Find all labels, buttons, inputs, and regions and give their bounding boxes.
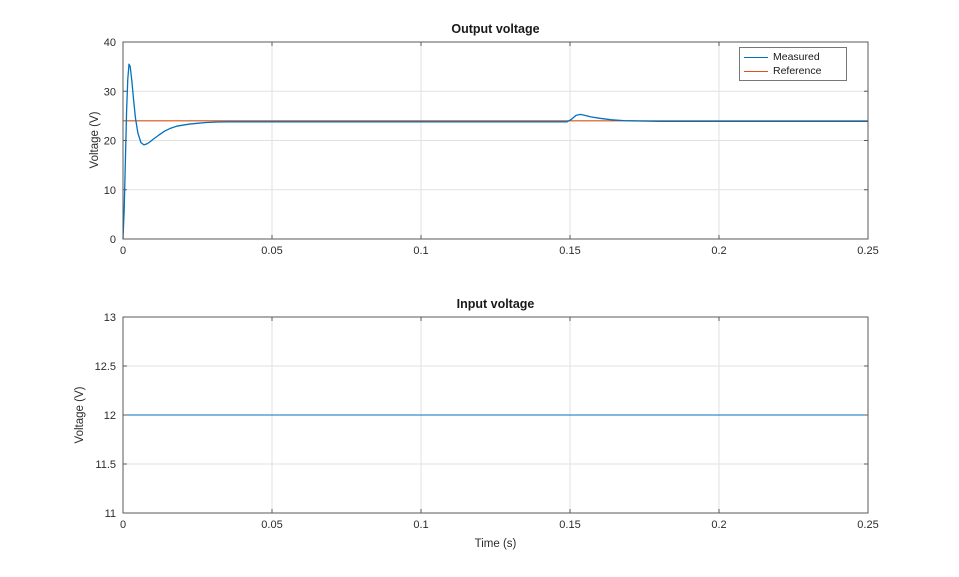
input-voltage-ylabel: Voltage (V) (74, 386, 86, 444)
y-tick-label: 40 (104, 37, 116, 49)
y-tick-label: 30 (104, 86, 116, 98)
y-tick-label: 13 (104, 312, 116, 324)
y-tick-label: 12.5 (95, 361, 116, 373)
x-tick-label: 0.25 (857, 245, 878, 257)
output-voltage-title: Output voltage (451, 22, 540, 36)
x-tick-label: 0.25 (857, 519, 878, 531)
legend-entry-reference: Reference (740, 64, 846, 78)
legend: Measured Reference (739, 47, 847, 81)
x-tick-label: 0.05 (261, 519, 282, 531)
y-tick-label: 11.5 (95, 459, 116, 471)
time-xlabel: Time (s) (474, 538, 517, 550)
x-tick-label: 0.2 (711, 245, 726, 257)
x-tick-label: 0 (120, 245, 126, 257)
x-tick-label: 0 (120, 519, 126, 531)
x-tick-label: 0.15 (559, 519, 580, 531)
output-voltage-ylabel: Voltage (V) (89, 111, 101, 169)
x-tick-label: 0.2 (711, 519, 726, 531)
y-tick-label: 0 (110, 234, 116, 246)
y-tick-label: 10 (104, 185, 116, 197)
legend-label-reference: Reference (773, 65, 822, 77)
x-tick-label: 0.15 (559, 245, 580, 257)
x-tick-label: 0.1 (413, 245, 428, 257)
y-tick-label: 11 (105, 508, 116, 520)
y-tick-label: 20 (104, 136, 116, 148)
measured-line-swatch (744, 56, 768, 58)
x-tick-label: 0.1 (413, 519, 428, 531)
input-voltage-title: Input voltage (456, 297, 535, 311)
reference-line-swatch (744, 70, 768, 72)
chart-input-voltage: 0 0.05 0.1 0.15 0.2 0.25 11 11.5 12 12.5 13 (95, 312, 879, 531)
y-tick-label: 12 (104, 410, 116, 422)
legend-label-measured: Measured (773, 51, 820, 63)
x-tick-label: 0.05 (261, 245, 282, 257)
series-line-measured (122, 63, 868, 240)
legend-entry-measured: Measured (740, 50, 846, 64)
